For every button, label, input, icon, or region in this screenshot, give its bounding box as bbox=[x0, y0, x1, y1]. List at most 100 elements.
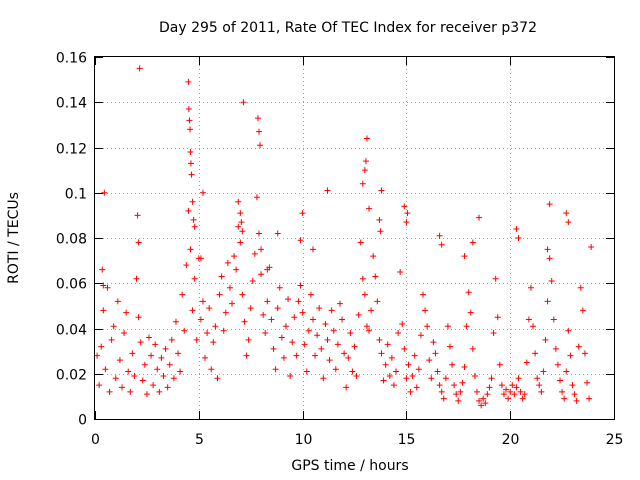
data-point bbox=[490, 330, 497, 337]
data-points bbox=[94, 65, 595, 409]
data-point bbox=[183, 262, 190, 269]
data-point bbox=[121, 330, 128, 337]
grid bbox=[95, 57, 614, 419]
data-point bbox=[129, 350, 136, 357]
data-point bbox=[503, 386, 510, 393]
data-point bbox=[544, 246, 551, 253]
data-point bbox=[123, 309, 130, 316]
data-point bbox=[199, 298, 206, 305]
x-tick-label: 15 bbox=[398, 432, 416, 448]
data-point bbox=[374, 298, 381, 305]
x-axis-label: GPS time / hours bbox=[291, 458, 408, 474]
data-point bbox=[376, 336, 383, 343]
data-point bbox=[208, 366, 215, 373]
data-point bbox=[262, 330, 269, 337]
data-point bbox=[546, 201, 553, 208]
data-point bbox=[177, 368, 184, 375]
data-point bbox=[166, 361, 173, 368]
data-point bbox=[164, 384, 171, 391]
data-point bbox=[272, 366, 279, 373]
data-point bbox=[100, 282, 107, 289]
data-point bbox=[110, 323, 117, 330]
data-point bbox=[382, 361, 389, 368]
data-point bbox=[438, 388, 445, 395]
data-point bbox=[154, 366, 161, 373]
data-point bbox=[332, 366, 339, 373]
data-point bbox=[254, 115, 261, 122]
data-point bbox=[515, 375, 522, 382]
data-point bbox=[444, 323, 451, 330]
data-point bbox=[353, 373, 360, 380]
data-point bbox=[116, 357, 123, 364]
data-point bbox=[436, 232, 443, 239]
data-point bbox=[459, 379, 466, 386]
data-point bbox=[282, 323, 289, 330]
data-point bbox=[415, 366, 422, 373]
data-point bbox=[436, 382, 443, 389]
data-point bbox=[407, 388, 414, 395]
y-tick-label: 0.14 bbox=[56, 96, 87, 112]
data-point bbox=[187, 126, 194, 133]
data-point bbox=[370, 253, 377, 260]
data-point bbox=[521, 391, 528, 398]
data-point bbox=[393, 368, 400, 375]
data-point bbox=[188, 171, 195, 178]
data-point bbox=[179, 291, 186, 298]
data-point bbox=[486, 384, 493, 391]
data-point bbox=[297, 237, 304, 244]
y-tick-label: 0.04 bbox=[56, 323, 87, 339]
data-point bbox=[401, 345, 408, 352]
data-point bbox=[96, 382, 103, 389]
data-point bbox=[349, 368, 356, 375]
data-point bbox=[172, 318, 179, 325]
y-tick-label: 0.02 bbox=[56, 368, 87, 384]
data-point bbox=[417, 332, 424, 339]
data-point bbox=[413, 384, 420, 391]
data-point bbox=[378, 350, 385, 357]
data-point bbox=[478, 402, 485, 409]
data-point bbox=[471, 373, 478, 380]
data-point bbox=[536, 382, 543, 389]
data-point bbox=[434, 368, 441, 375]
data-point bbox=[469, 239, 476, 246]
data-point bbox=[189, 307, 196, 314]
data-point bbox=[268, 316, 275, 323]
data-point bbox=[100, 307, 107, 314]
data-point bbox=[544, 298, 551, 305]
data-point bbox=[473, 388, 480, 395]
data-point bbox=[428, 375, 435, 382]
data-point bbox=[303, 368, 310, 375]
data-point bbox=[376, 216, 383, 223]
data-point bbox=[586, 395, 593, 402]
data-point bbox=[260, 311, 267, 318]
data-point bbox=[432, 350, 439, 357]
data-point bbox=[492, 275, 499, 282]
data-point bbox=[550, 316, 557, 323]
data-point bbox=[158, 354, 165, 361]
data-point bbox=[289, 339, 296, 346]
data-point bbox=[430, 339, 437, 346]
data-point bbox=[561, 395, 568, 402]
data-point bbox=[99, 266, 106, 273]
data-point bbox=[247, 305, 254, 312]
data-point bbox=[181, 327, 188, 334]
data-point bbox=[197, 316, 204, 323]
data-point bbox=[404, 210, 411, 217]
data-point bbox=[588, 244, 595, 251]
data-point bbox=[395, 330, 402, 337]
plot-frame bbox=[94, 56, 615, 420]
data-point bbox=[507, 388, 514, 395]
data-point bbox=[336, 300, 343, 307]
data-point bbox=[584, 379, 591, 386]
data-point bbox=[334, 341, 341, 348]
data-point bbox=[256, 128, 263, 135]
data-point bbox=[320, 375, 327, 382]
x-tick-label: 5 bbox=[195, 432, 204, 448]
data-point bbox=[420, 291, 427, 298]
data-point bbox=[212, 323, 219, 330]
data-point bbox=[359, 275, 366, 282]
data-point bbox=[301, 341, 308, 348]
data-point bbox=[170, 375, 177, 382]
data-point bbox=[224, 259, 231, 266]
data-point bbox=[455, 397, 462, 404]
